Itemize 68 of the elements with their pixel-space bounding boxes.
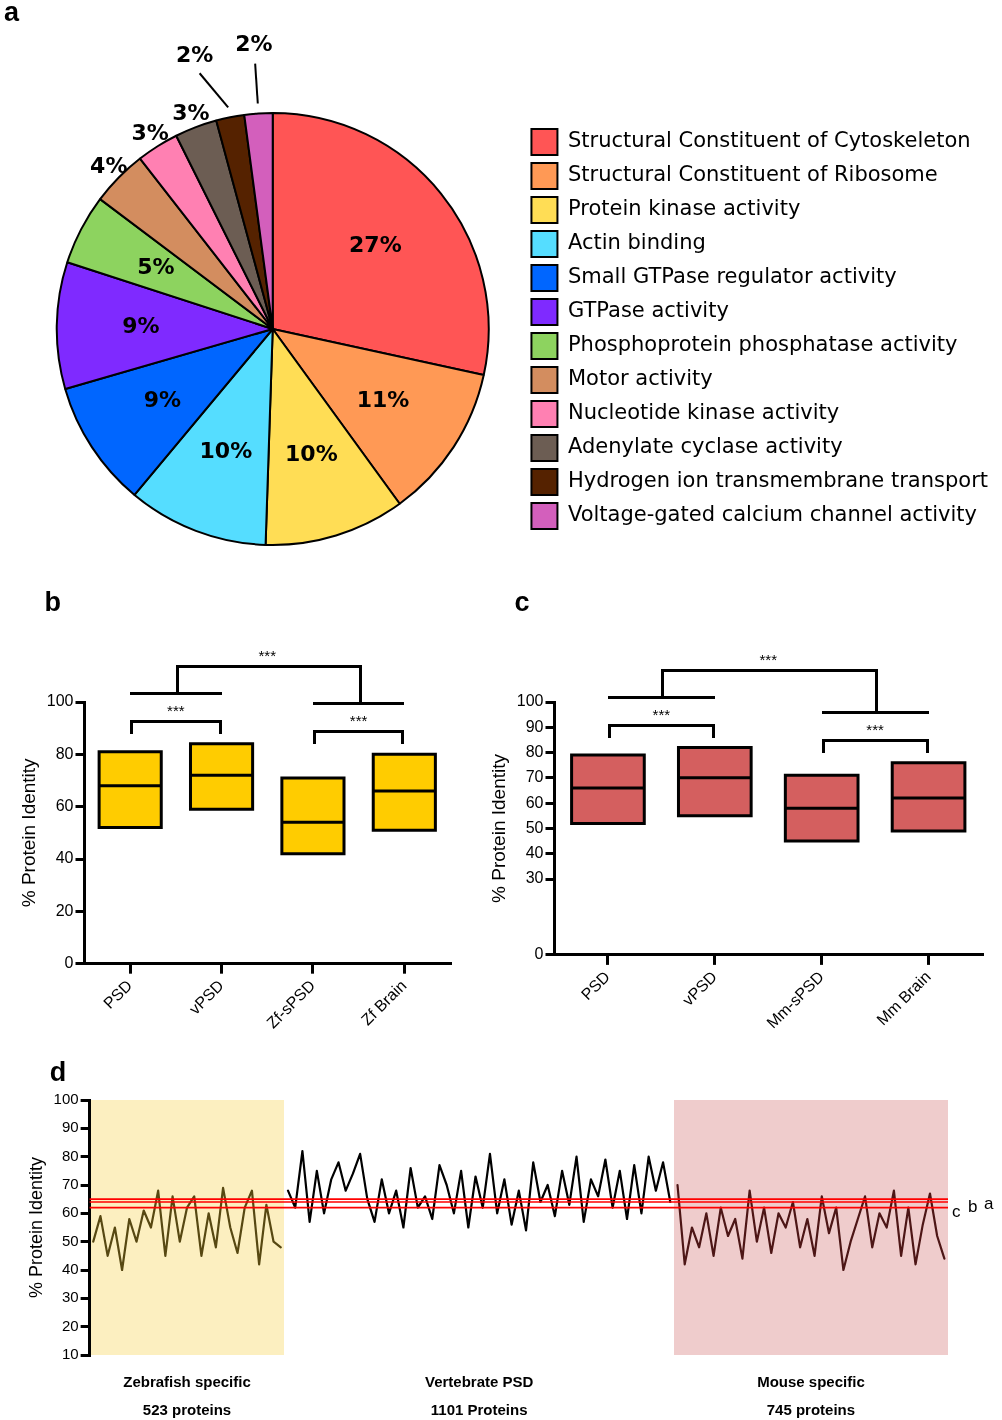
data-label: 10%: [199, 437, 253, 463]
data-label: 2%: [175, 41, 214, 67]
chart-title: c: [514, 586, 530, 617]
data-label: 4%: [90, 153, 128, 179]
annotation: ***: [866, 720, 884, 738]
y-tick-label: 30: [61, 1288, 79, 1306]
y-tick-label: 80: [55, 744, 74, 762]
y-tick-label: 100: [516, 692, 544, 710]
text: Vertebrate PSD 1101 Proteins: [424, 1373, 534, 1418]
ref-line-label: c: [952, 1202, 961, 1222]
legend-label: GTPase activity: [567, 298, 729, 323]
data-label: 10%: [285, 440, 338, 466]
legend-label: Structural Constituent of Ribosome: [567, 162, 938, 187]
y-tick-label: 30: [525, 869, 544, 887]
legend-label: Voltage-gated calcium channel activity: [567, 502, 977, 527]
legend-label: Nucleotide kinase activity: [567, 400, 840, 425]
legend-label: Phosphoprotein phosphatase activity: [567, 332, 958, 357]
text: ***: [759, 650, 777, 668]
y-tick-label: 80: [525, 742, 544, 760]
data-label: 2%: [235, 31, 273, 57]
y-axis-title: % Protein Identity: [487, 753, 509, 903]
ref-line-label: b: [968, 1196, 978, 1216]
legend-label: Motor activity: [567, 366, 713, 391]
legend-label: Protein kinase activity: [567, 196, 801, 221]
y-tick-label: 60: [525, 793, 544, 811]
annotation: ***: [349, 712, 368, 730]
y-tick-label: 40: [61, 1260, 79, 1278]
annotation: ***: [167, 701, 185, 719]
legend-label: Structural Constituent of Cytoskeleton: [567, 128, 971, 153]
y-tick-label: 0: [534, 945, 544, 963]
y-tick-label: 40: [525, 844, 544, 862]
y-tick-label: 50: [61, 1231, 79, 1249]
chart-title: a: [4, 0, 20, 27]
legend-label: Small GTPase regulator activity: [567, 264, 897, 289]
text: Mouse specific 745 proteins: [757, 1373, 865, 1418]
data-label: 3%: [131, 120, 169, 146]
text: ***: [258, 646, 276, 664]
legend-label: Hydrogen ion transmembrane transport: [567, 468, 988, 493]
y-tick-label: 70: [525, 768, 544, 786]
y-tick-label: 100: [53, 1090, 79, 1108]
data-label: 11%: [356, 386, 410, 412]
y-tick-label: 80: [61, 1146, 79, 1164]
y-tick-label: 20: [55, 901, 74, 919]
chart-title: b: [44, 586, 61, 617]
ref-line-label: a: [984, 1193, 994, 1213]
data-label: 5%: [137, 253, 175, 279]
data-label: 9%: [143, 386, 182, 412]
y-tick-label: 50: [525, 818, 544, 836]
data-label: 27%: [349, 232, 402, 258]
y-tick-label: 10: [61, 1345, 79, 1363]
text: Zebrafish specific 523 proteins: [123, 1373, 251, 1418]
data-label: 3%: [172, 99, 210, 125]
y-tick-label: 90: [525, 717, 544, 735]
y-tick-label: 0: [64, 954, 74, 972]
y-tick-label: 70: [61, 1175, 79, 1193]
y-tick-label: 90: [61, 1118, 79, 1136]
y-tick-label: 100: [46, 692, 74, 710]
y-tick-label: 60: [55, 797, 74, 815]
y-axis-title: % Protein Identity: [25, 1156, 46, 1299]
y-axis-title: % Protein Identity: [17, 757, 39, 908]
legend-label: Actin binding: [567, 230, 706, 255]
y-tick-label: 60: [61, 1203, 79, 1221]
y-tick-label: 40: [55, 849, 74, 867]
legend-label: Adenylate cyclase activity: [567, 434, 843, 459]
chart-title: d: [49, 1056, 67, 1087]
annotation: ***: [652, 705, 671, 723]
data-label: 9%: [122, 312, 160, 338]
y-tick-label: 20: [61, 1316, 79, 1334]
